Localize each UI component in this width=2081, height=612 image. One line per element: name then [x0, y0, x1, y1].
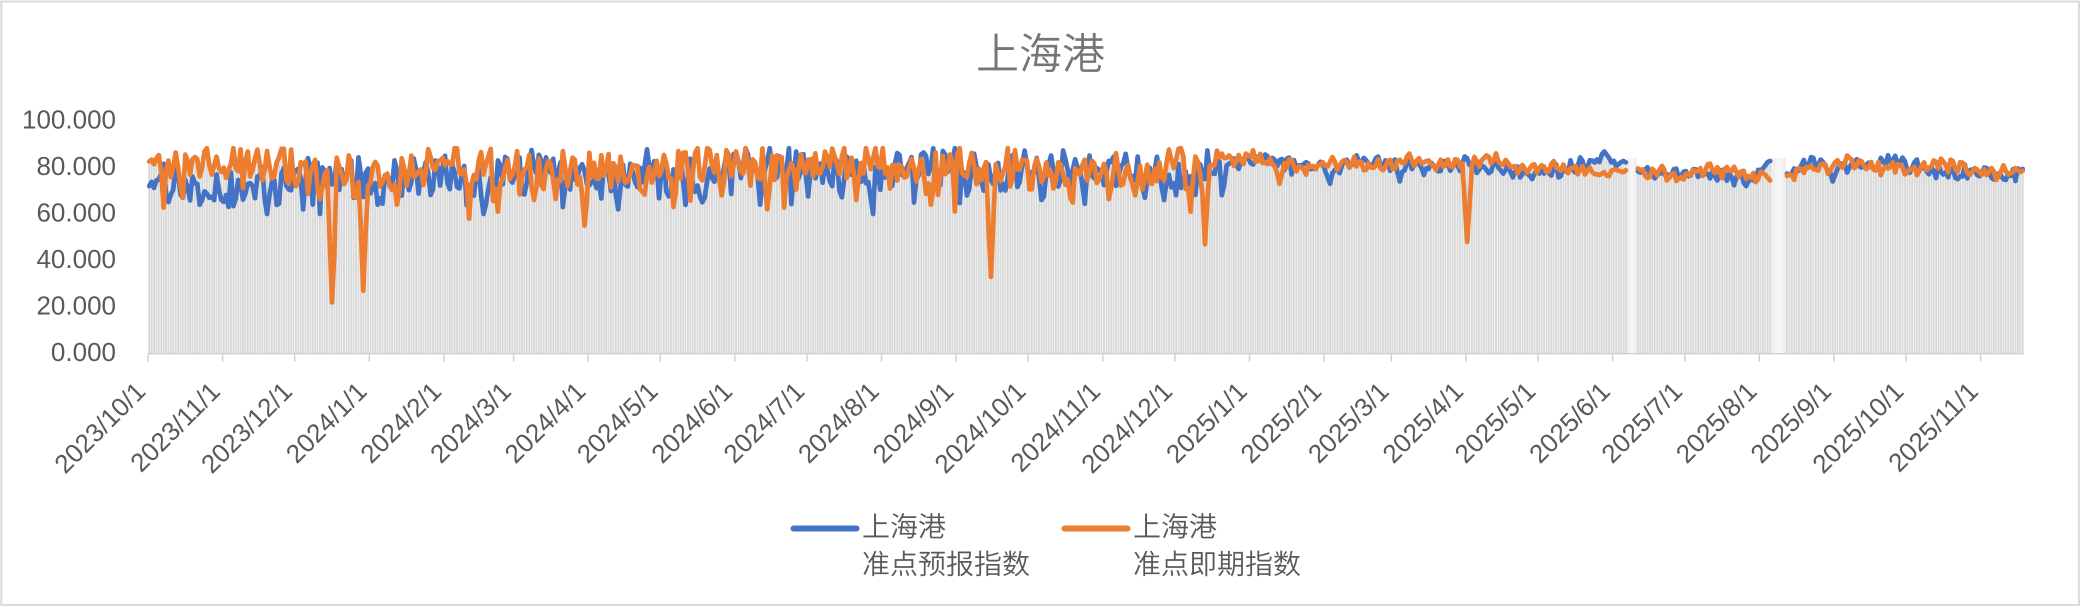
svg-text:40.000: 40.000	[36, 244, 116, 274]
svg-text:100.000: 100.000	[22, 105, 116, 135]
svg-text:0.000: 0.000	[51, 337, 116, 367]
svg-text:80.000: 80.000	[36, 151, 116, 181]
svg-text:60.000: 60.000	[36, 198, 116, 228]
svg-text:20.000: 20.000	[36, 291, 116, 321]
